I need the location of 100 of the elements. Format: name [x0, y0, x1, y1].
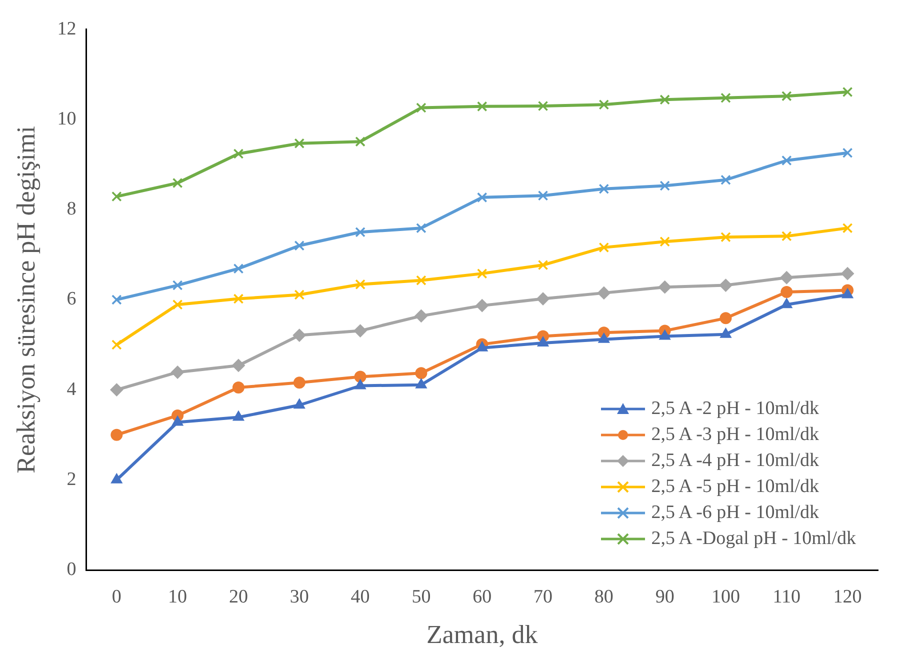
point — [780, 286, 793, 298]
point — [294, 398, 306, 409]
legend-label: 2,5 A -Dogal pH - 10ml/dk — [651, 527, 856, 551]
point — [660, 236, 670, 247]
point — [416, 102, 426, 113]
y-tick-label: 8 — [66, 198, 76, 220]
point — [112, 191, 122, 202]
point — [780, 298, 792, 308]
point — [842, 222, 853, 234]
point — [172, 300, 183, 310]
legend-label: 2,5 A -4 pH - 10ml/dk — [651, 449, 820, 473]
point — [293, 376, 306, 389]
point — [171, 366, 184, 379]
point — [172, 178, 183, 188]
point — [112, 294, 122, 305]
point — [294, 290, 305, 300]
x-tick-label: 110 — [772, 586, 801, 608]
point — [354, 379, 366, 390]
y-tick-label: 10 — [57, 108, 76, 130]
point — [781, 155, 792, 166]
x-tick-label: 20 — [228, 586, 248, 608]
y-tick-label: 4 — [66, 378, 77, 400]
legend-label: 2,5 A -5 pH - 10ml/dk — [651, 475, 820, 499]
point — [538, 100, 548, 112]
point — [232, 382, 244, 394]
x-tick-label: 80 — [594, 586, 614, 608]
x-tick-label: 10 — [168, 586, 188, 608]
point — [842, 148, 853, 158]
point — [112, 340, 122, 350]
point — [538, 260, 548, 270]
point — [110, 428, 123, 441]
legend-label: 2,5 A -2 pH - 10ml/dk — [651, 397, 820, 421]
point — [233, 294, 244, 304]
y-tick-label: 0 — [66, 558, 76, 580]
x-tick-label: 30 — [290, 586, 309, 608]
point — [598, 184, 610, 194]
point — [292, 328, 306, 342]
y-tick-label: 12 — [57, 18, 76, 40]
point — [476, 341, 488, 352]
point — [476, 101, 488, 112]
point — [355, 226, 366, 238]
point — [415, 367, 428, 380]
point — [720, 92, 731, 104]
point — [414, 309, 428, 322]
point — [598, 99, 610, 110]
point — [536, 292, 550, 306]
point — [110, 383, 124, 396]
point — [780, 271, 794, 284]
point — [841, 267, 854, 280]
point — [294, 240, 305, 251]
point — [720, 232, 731, 242]
x-tick-label: 50 — [412, 586, 431, 608]
y-tick-label: 2 — [66, 468, 76, 490]
legend-label: 2,5 A -3 pH - 10ml/dk — [651, 423, 820, 447]
x-tick-label: 90 — [655, 586, 674, 608]
point — [658, 280, 672, 294]
x-tick-label: 100 — [711, 586, 740, 608]
point — [781, 90, 792, 102]
x-tick-label: 40 — [350, 586, 370, 608]
point — [537, 336, 549, 346]
point — [598, 242, 610, 253]
point — [598, 332, 610, 343]
point — [719, 278, 732, 292]
point — [720, 174, 731, 186]
x-tick-label: 70 — [534, 586, 553, 608]
point — [842, 288, 854, 298]
point — [355, 279, 366, 290]
x-tick-label: 60 — [472, 586, 492, 608]
point — [660, 180, 670, 191]
x-tick-label: 120 — [833, 586, 862, 608]
point — [720, 328, 732, 338]
point — [233, 148, 244, 159]
point — [415, 378, 427, 388]
point — [172, 280, 183, 290]
point — [110, 473, 122, 484]
point — [781, 231, 792, 242]
point — [476, 192, 488, 203]
point — [354, 324, 367, 338]
x-axis-title: Zaman, dk — [426, 620, 538, 650]
legend-label: 2,5 A -6 pH - 10ml/dk — [651, 501, 820, 525]
point — [659, 330, 671, 340]
point — [476, 299, 489, 312]
point — [232, 410, 244, 421]
point — [538, 190, 548, 201]
point — [416, 275, 426, 286]
point — [597, 286, 610, 300]
y-tick-label: 6 — [66, 288, 76, 310]
x-tick-label: 0 — [112, 586, 122, 608]
point — [233, 263, 244, 274]
point — [476, 268, 488, 279]
point — [720, 312, 732, 324]
point — [660, 94, 670, 105]
point — [354, 370, 366, 383]
point — [416, 222, 426, 234]
y-axis-title: Reaksiyon süresince pH degişimi — [11, 126, 40, 474]
point — [172, 416, 184, 426]
point — [355, 136, 366, 147]
point — [294, 138, 305, 149]
point — [842, 86, 853, 98]
point — [232, 358, 245, 372]
